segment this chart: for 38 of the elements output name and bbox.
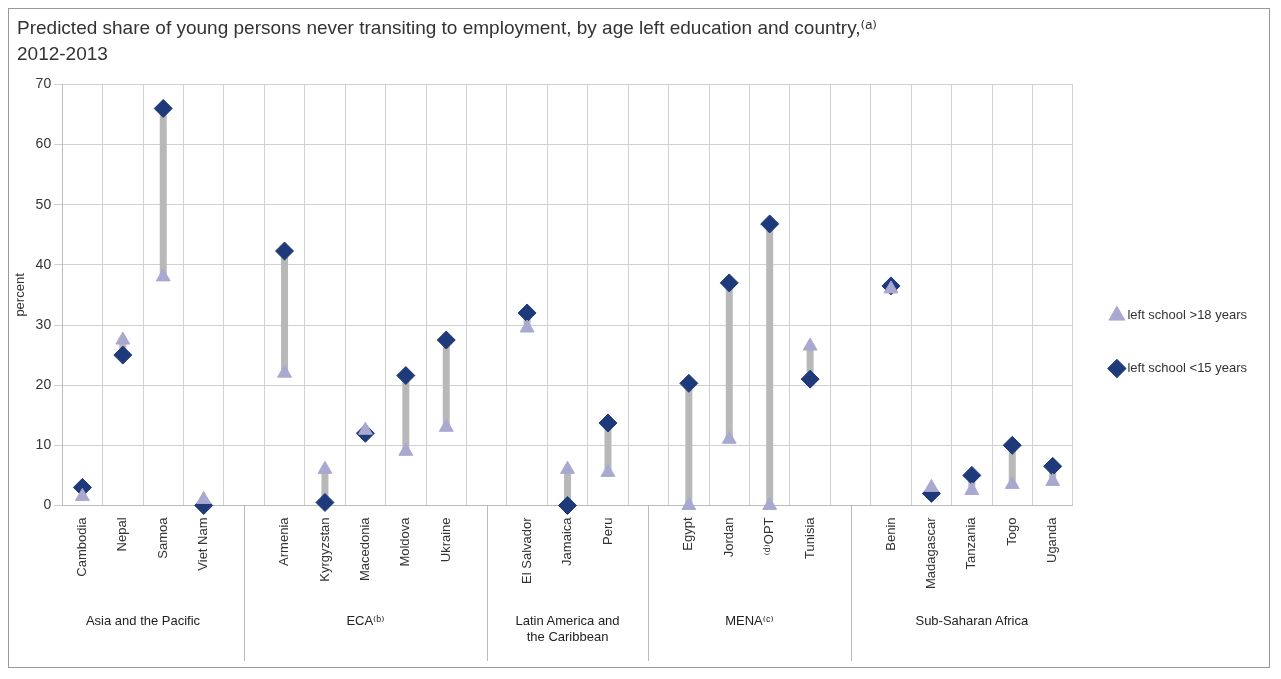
text: Sub-Saharan Africa bbox=[915, 613, 1029, 629]
x-tick-label: Jordan bbox=[720, 517, 736, 558]
y-tick-label: 20 bbox=[35, 376, 52, 393]
y-tick-label: 60 bbox=[35, 135, 52, 152]
y-tick-label: 40 bbox=[35, 255, 52, 272]
y-tick-label: 50 bbox=[35, 195, 52, 212]
x-tick-label: Jamaica bbox=[559, 516, 575, 566]
x-tick-label: Peru bbox=[599, 517, 615, 545]
text: Latin America and the Caribbean bbox=[515, 613, 620, 645]
text: MENA⁽ᶜ⁾ bbox=[725, 613, 774, 629]
x-tick-label: Uganda bbox=[1044, 516, 1060, 564]
x-tick-label: Moldova bbox=[397, 516, 413, 567]
y-tick-label: 10 bbox=[35, 436, 52, 453]
x-tick-label: Benin bbox=[882, 517, 898, 551]
x-tick-label: El Salvador bbox=[518, 516, 534, 584]
x-tick-label: Macedonia bbox=[356, 516, 372, 582]
x-tick-label: Egypt bbox=[680, 517, 696, 551]
x-tick-label: Tunisia bbox=[801, 516, 817, 559]
text: ECA⁽ᵇ⁾ bbox=[346, 613, 385, 629]
x-tick-label: Viet Nam bbox=[195, 517, 211, 571]
x-tick-label: Armenia bbox=[276, 516, 292, 566]
x-tick-label: Tanzania bbox=[963, 516, 979, 570]
x-tick-label: Cambodia bbox=[73, 516, 89, 577]
x-tick-label: Kyrgyzstan bbox=[316, 517, 332, 582]
y-tick-label: 30 bbox=[35, 315, 52, 332]
legend-label: left school <15 years bbox=[1127, 360, 1248, 376]
text: Asia and the Pacific bbox=[85, 613, 201, 629]
x-tick-label: ⁽ᵈ⁾OPT bbox=[761, 517, 777, 556]
x-tick-label: Samoa bbox=[154, 516, 170, 559]
x-tick-label: Madagascar bbox=[922, 516, 938, 590]
chart-title: Predicted share of young persons never transiting to employment, by age left education and country,⁽ᵃ⁾ 2012-2013 bbox=[16, 16, 878, 66]
x-tick-label: Nepal bbox=[114, 517, 130, 552]
x-tick-label: Ukraine bbox=[437, 517, 453, 563]
y-tick-label: 0 bbox=[43, 496, 52, 513]
x-tick-label: Togo bbox=[1003, 517, 1019, 546]
y-tick-label: 70 bbox=[35, 75, 52, 92]
y-axis-title: percent bbox=[12, 272, 28, 317]
legend-label: left school >18 years bbox=[1127, 307, 1248, 323]
